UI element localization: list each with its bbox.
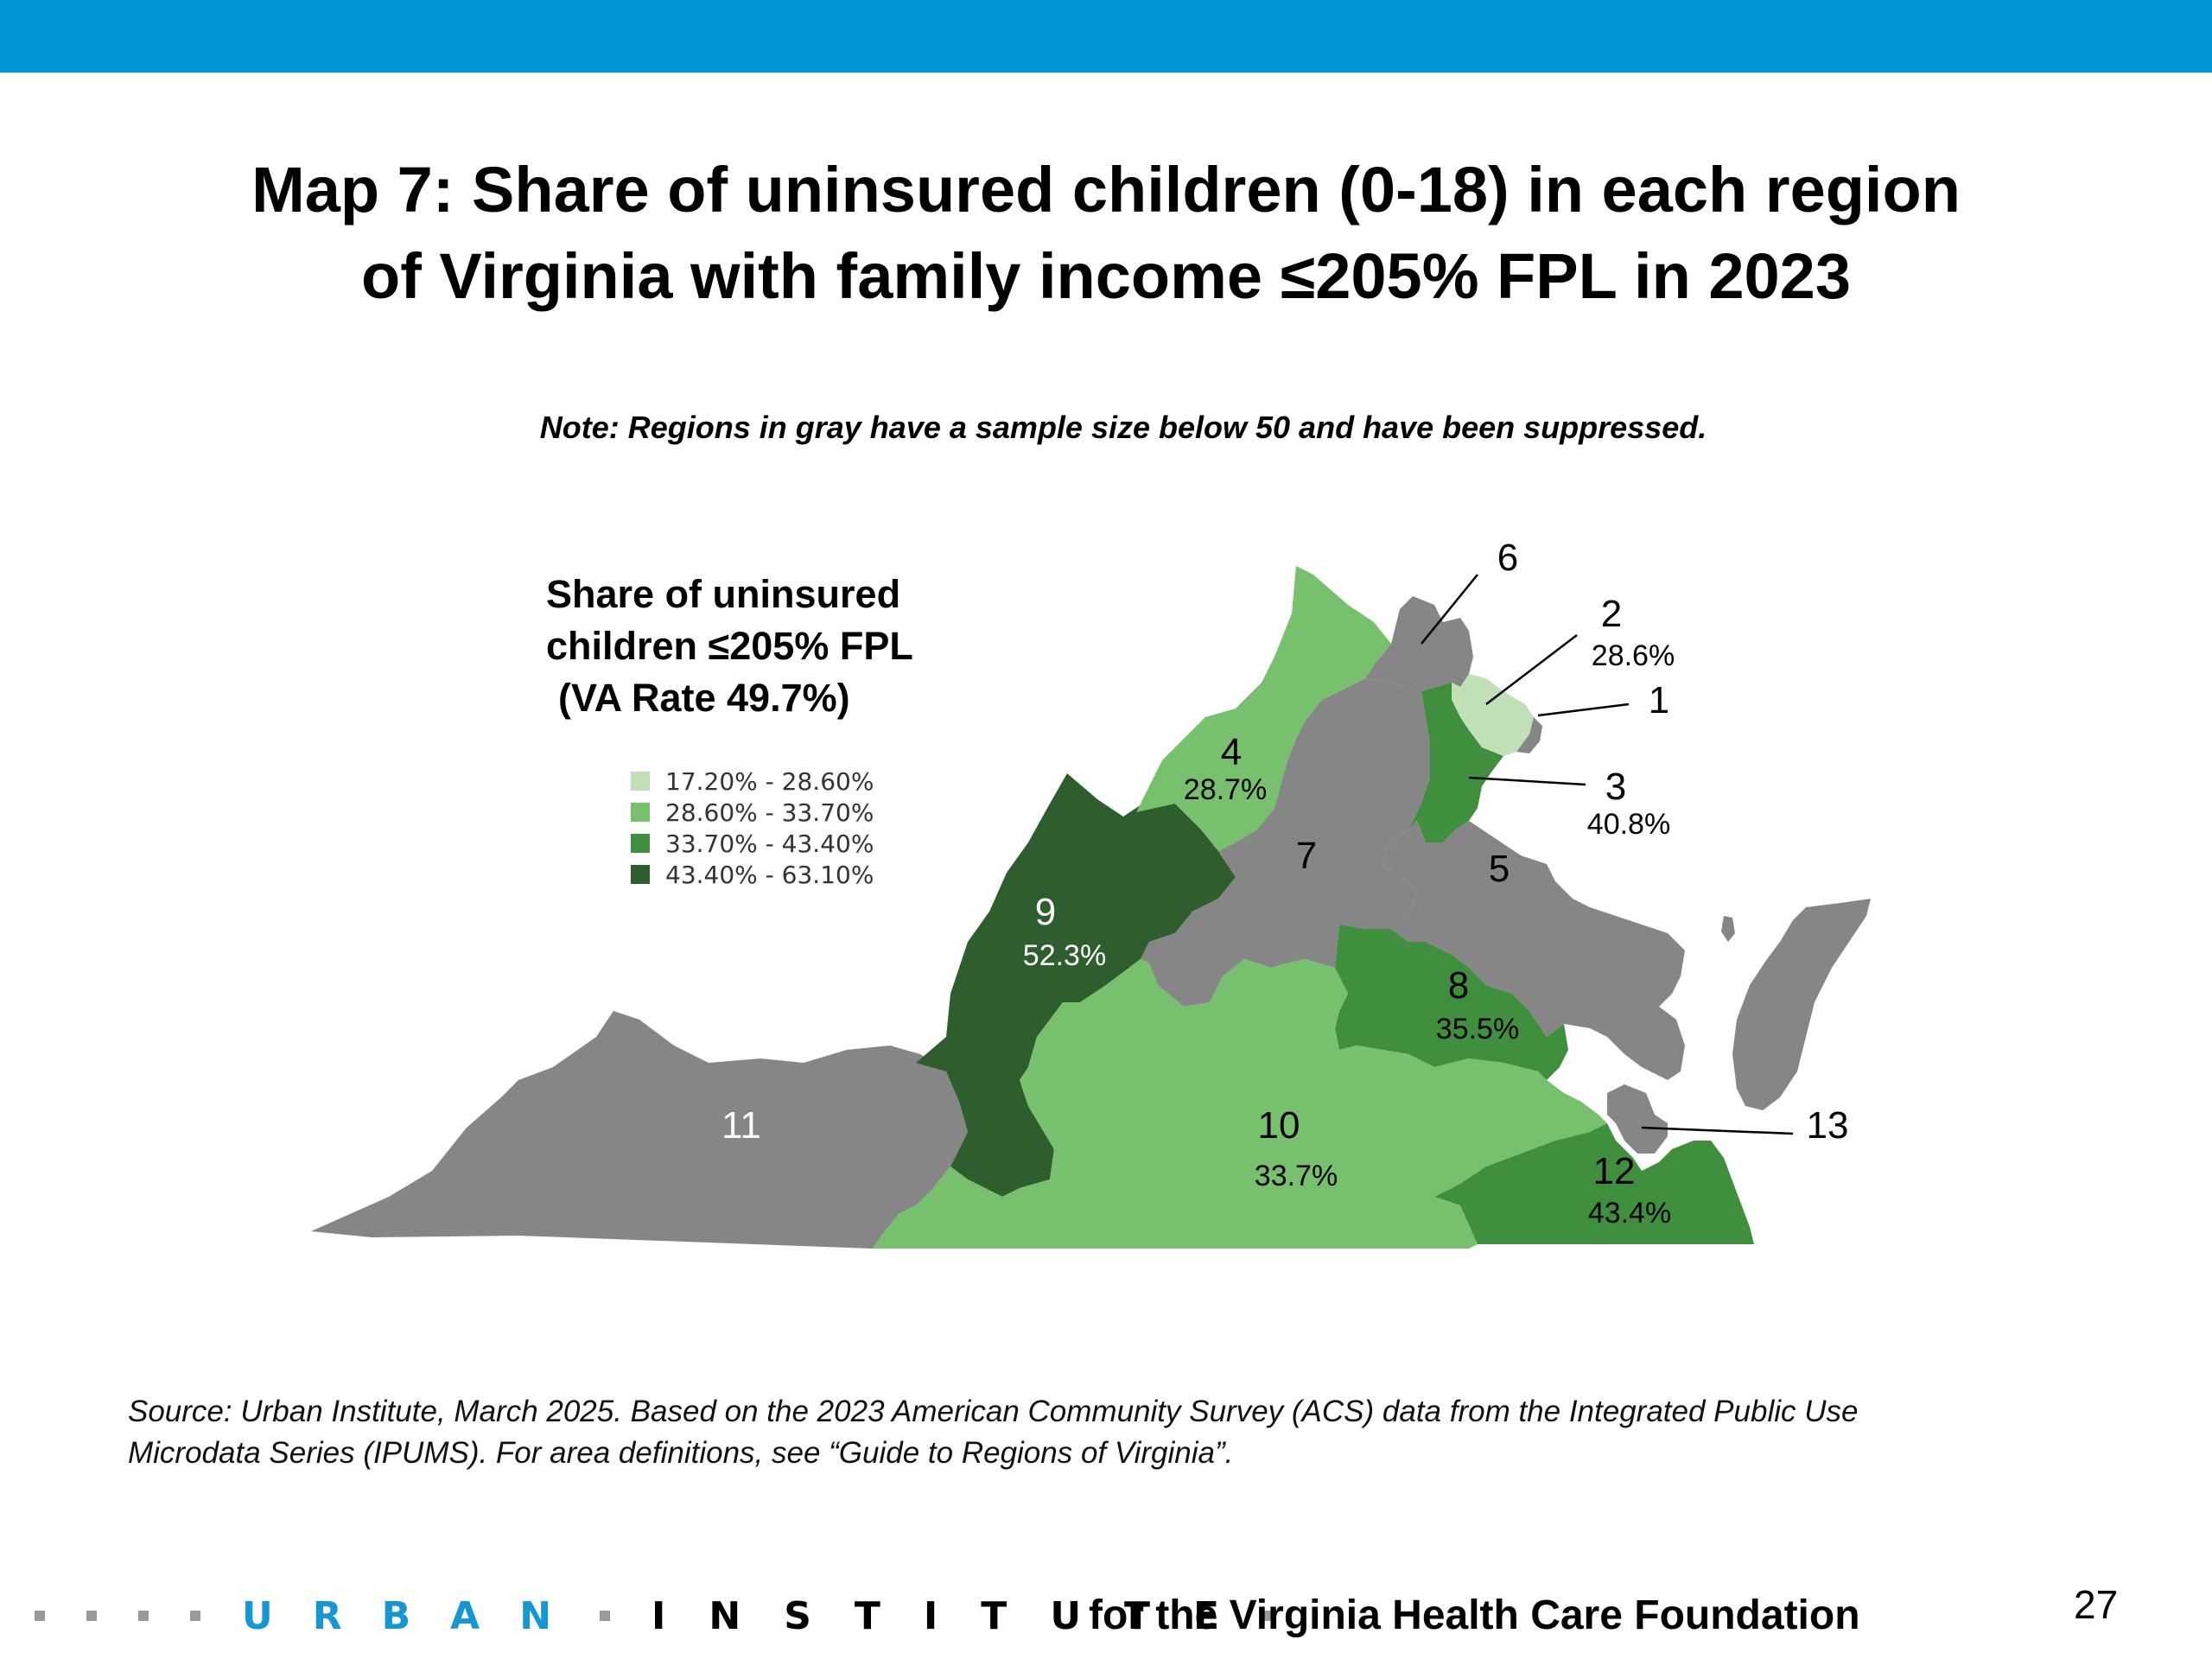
page-title: Map 7: Share of uninsured children (0-18… bbox=[112, 147, 2100, 320]
region-9[interactable] bbox=[916, 773, 1236, 1197]
legend-label: 17.20% - 28.60% bbox=[665, 766, 874, 796]
region-6-number: 6 bbox=[1497, 537, 1518, 579]
region-8-value: 35.5% bbox=[1436, 1013, 1519, 1046]
legend-title-line-2: children ≤205% FPL bbox=[546, 624, 913, 668]
legend-item: 17.20% - 28.60% bbox=[631, 766, 874, 797]
region-13[interactable] bbox=[1607, 1084, 1668, 1154]
region-6[interactable] bbox=[1365, 596, 1473, 691]
virginia-map: 6 2 28.6% 1 3 40.8% 4 28.7% 7 5 9 52.3% … bbox=[311, 537, 1871, 1249]
legend-swatch bbox=[631, 865, 650, 884]
source-line-2: Microdata Series (IPUMS). For area defin… bbox=[128, 1436, 1234, 1470]
note-label: Note bbox=[539, 410, 609, 445]
region-1-number: 1 bbox=[1649, 679, 1669, 721]
region-7[interactable] bbox=[1141, 678, 1430, 1007]
legend-title-line-3: (VA Rate 49.7%) bbox=[558, 676, 850, 720]
region-10-value: 33.7% bbox=[1255, 1160, 1338, 1192]
note-text: : Regions in gray have a sample size bel… bbox=[608, 410, 1707, 445]
leader-13 bbox=[1641, 1126, 1794, 1135]
title-line-1: Map 7: Share of uninsured children (0-18… bbox=[251, 154, 1961, 226]
region-3[interactable] bbox=[1408, 683, 1503, 842]
legend-label: 28.60% - 33.70% bbox=[665, 798, 874, 827]
legend-item: 33.70% - 43.40% bbox=[631, 828, 874, 859]
eastern-shore[interactable] bbox=[1732, 899, 1871, 1110]
region-4[interactable] bbox=[1136, 566, 1391, 851]
region-12-number: 12 bbox=[1593, 1150, 1636, 1192]
page-number: 27 bbox=[2074, 1582, 2119, 1627]
region-5-number: 5 bbox=[1489, 848, 1510, 890]
footer-tagline: for the Virginia Health Care Foundation bbox=[1089, 1592, 1860, 1638]
logo-institute: INSTITUTE bbox=[652, 1593, 1263, 1638]
region-4-value: 28.7% bbox=[1184, 773, 1267, 806]
logo-dot bbox=[138, 1611, 149, 1621]
region-8-number: 8 bbox=[1448, 964, 1469, 1007]
urban-institute-logo: URBAN INSTITUTE bbox=[35, 1590, 1314, 1642]
legend-title: Share of uninsured children ≤205% FPL (V… bbox=[546, 569, 913, 724]
region-2-number: 2 bbox=[1601, 593, 1622, 635]
top-bar bbox=[0, 0, 2212, 73]
leader-6 bbox=[1421, 574, 1478, 645]
legend-item: 28.60% - 33.70% bbox=[631, 797, 874, 828]
region-12-value: 43.4% bbox=[1588, 1197, 1671, 1230]
legend-label: 43.40% - 63.10% bbox=[665, 860, 874, 889]
region-2-value: 28.6% bbox=[1592, 639, 1675, 672]
region-2[interactable] bbox=[1452, 674, 1534, 756]
region-1[interactable] bbox=[1516, 717, 1542, 753]
region-9-number: 9 bbox=[1035, 891, 1056, 933]
legend: 17.20% - 28.60% 28.60% - 33.70% 33.70% -… bbox=[631, 766, 874, 890]
logo-dot bbox=[1262, 1611, 1274, 1621]
region-12[interactable] bbox=[1434, 1123, 1754, 1244]
logo-dot bbox=[86, 1611, 97, 1621]
logo-dot bbox=[600, 1611, 611, 1621]
logo-urban: URBAN bbox=[242, 1593, 592, 1638]
logo-dot bbox=[190, 1611, 200, 1621]
region-10[interactable] bbox=[873, 959, 1607, 1249]
region-7-number: 7 bbox=[1296, 835, 1317, 877]
legend-swatch bbox=[631, 772, 650, 791]
leader-1 bbox=[1537, 702, 1630, 717]
leader-2 bbox=[1485, 634, 1578, 705]
source-line-1: Source: Urban Institute, March 2025. Bas… bbox=[128, 1395, 1859, 1428]
title-line-2: of Virginia with family income ≤205% FPL… bbox=[361, 240, 1851, 312]
region-10-number: 10 bbox=[1258, 1104, 1300, 1147]
region-11[interactable] bbox=[311, 1011, 968, 1249]
region-5[interactable] bbox=[1382, 821, 1685, 1080]
legend-title-line-1: Share of uninsured bbox=[546, 572, 901, 616]
region-9-value: 52.3% bbox=[1023, 939, 1106, 972]
legend-item: 43.40% - 63.10% bbox=[631, 859, 874, 890]
note: Note: Regions in gray have a sample size… bbox=[259, 410, 1987, 446]
region-8[interactable] bbox=[1335, 925, 1568, 1080]
logo-dot bbox=[35, 1611, 45, 1621]
eastern-shore-island bbox=[1721, 916, 1735, 942]
region-11-number: 11 bbox=[721, 1104, 761, 1147]
leader-3 bbox=[1468, 776, 1586, 786]
legend-label: 33.70% - 43.40% bbox=[665, 829, 874, 858]
source-note: Source: Urban Institute, March 2025. Bas… bbox=[128, 1391, 2115, 1474]
legend-swatch bbox=[631, 803, 650, 822]
footer: URBAN INSTITUTE for the Virginia Health … bbox=[35, 1590, 2195, 1642]
region-13-number: 13 bbox=[1807, 1104, 1849, 1147]
region-4-number: 4 bbox=[1221, 731, 1242, 773]
region-3-value: 40.8% bbox=[1587, 808, 1670, 841]
legend-swatch bbox=[631, 834, 650, 853]
region-3-number: 3 bbox=[1605, 766, 1626, 808]
